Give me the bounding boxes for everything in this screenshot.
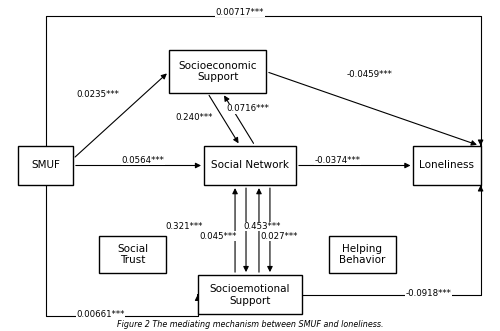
FancyBboxPatch shape (414, 146, 480, 185)
Text: 0.453***: 0.453*** (244, 222, 281, 231)
Text: 0.0235***: 0.0235*** (76, 90, 120, 99)
Text: Social Network: Social Network (211, 161, 289, 170)
FancyBboxPatch shape (169, 50, 266, 93)
Text: 0.240***: 0.240*** (176, 113, 213, 122)
Text: -0.0918***: -0.0918*** (406, 289, 452, 298)
Text: Social
Trust: Social Trust (118, 244, 148, 265)
Text: 0.00661***: 0.00661*** (76, 310, 124, 319)
FancyBboxPatch shape (198, 275, 302, 314)
Text: 0.0564***: 0.0564*** (122, 156, 164, 165)
Text: -0.0459***: -0.0459*** (346, 71, 393, 79)
Text: 0.027***: 0.027*** (260, 232, 298, 241)
Text: 0.0716***: 0.0716*** (226, 104, 269, 113)
Text: 0.321***: 0.321*** (166, 222, 203, 231)
Text: Loneliness: Loneliness (420, 161, 474, 170)
Text: Socioemotional
Support: Socioemotional Support (210, 284, 290, 306)
Text: Helping
Behavior: Helping Behavior (339, 244, 386, 265)
Text: -0.0374***: -0.0374*** (314, 156, 360, 165)
Text: Socioeconomic
Support: Socioeconomic Support (178, 61, 257, 82)
FancyBboxPatch shape (328, 236, 396, 273)
Text: 0.045***: 0.045*** (199, 232, 236, 241)
FancyBboxPatch shape (99, 236, 166, 273)
FancyBboxPatch shape (18, 146, 73, 185)
FancyBboxPatch shape (204, 146, 296, 185)
Text: 0.00717***: 0.00717*** (216, 8, 264, 17)
Text: Figure 2 The mediating mechanism between SMUF and loneliness.: Figure 2 The mediating mechanism between… (117, 320, 384, 329)
Text: SMUF: SMUF (31, 161, 60, 170)
